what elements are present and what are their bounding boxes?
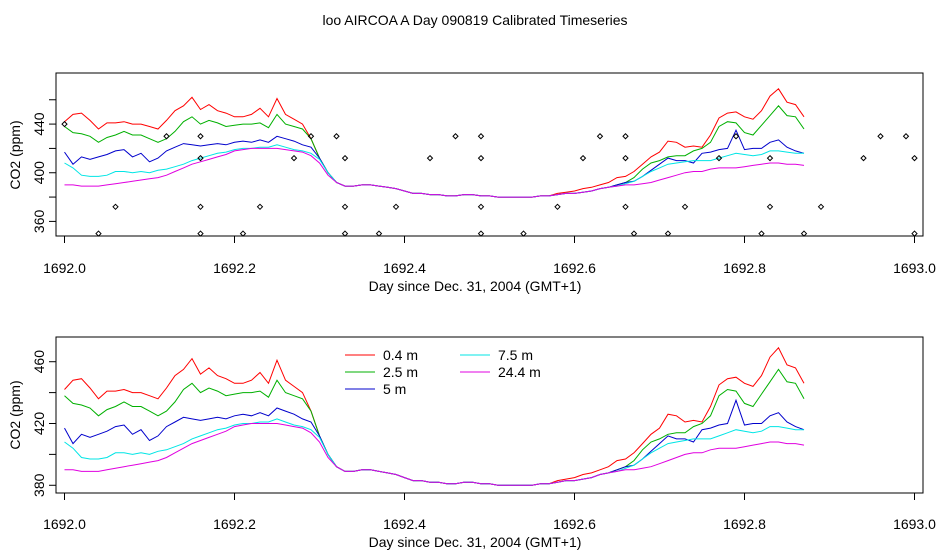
flag-point	[579, 154, 587, 162]
x-tick-label: 1692.8	[723, 260, 766, 276]
flag-point	[715, 154, 723, 162]
top-flag-points	[61, 120, 918, 237]
bottom-panel: 1692.0 1692.2 1692.4 1692.6 1692.8 1693.0 380 4…	[7, 336, 936, 550]
bottom-axes: 1692.0 1692.2 1692.4 1692.6 1692.8 1693.0 380 4…	[31, 350, 936, 532]
top-x-axis-label: Day since Dec. 31, 2004 (GMT+1)	[369, 278, 582, 294]
flag-point	[95, 230, 102, 237]
top-panel: 1692.0 1692.2 1692.4 1692.6 1692.8 1693.0 360 4…	[7, 72, 936, 294]
figure-title: loo AIRCOA A Day 090819 Calibrated Times…	[322, 12, 627, 28]
y-tick-label: 420	[31, 412, 47, 436]
top-axes: 1692.0 1692.2 1692.4 1692.6 1692.8 1693.0 360 4…	[31, 99, 936, 276]
flag-point	[477, 154, 485, 162]
y-tick-label: 360	[31, 210, 47, 234]
flag-point	[664, 230, 672, 237]
flag-point	[290, 154, 298, 162]
series-line-2-5-m	[64, 105, 805, 198]
flag-point	[817, 203, 825, 211]
legend-label: 24.4 m	[498, 364, 541, 380]
flag-point	[732, 133, 740, 140]
flag-point	[758, 230, 765, 237]
flag-point	[911, 230, 918, 237]
flag-point	[197, 154, 204, 162]
x-tick-label: 1693.0	[893, 516, 936, 532]
x-tick-label: 1692.8	[723, 516, 766, 532]
flag-point	[622, 203, 629, 211]
bottom-series-group	[64, 346, 805, 486]
flag-point	[197, 230, 204, 237]
flag-point	[911, 154, 918, 162]
flag-point	[375, 230, 383, 237]
series-line-0-4-m	[64, 346, 805, 486]
top-series-group	[64, 88, 805, 198]
flag-point	[341, 203, 349, 211]
flag-point	[256, 203, 264, 211]
bottom-legend: 0.4 m2.5 m5 m 7.5 m24.4 m	[345, 347, 541, 397]
flag-point	[61, 120, 68, 128]
x-tick-label: 1692.2	[213, 516, 256, 532]
flag-point	[520, 230, 527, 237]
legend-label: 2.5 m	[383, 364, 418, 380]
x-tick-label: 1692.0	[43, 516, 86, 532]
flag-point	[239, 230, 247, 237]
flag-point	[197, 133, 204, 140]
series-line-5-m	[64, 398, 805, 486]
flag-point	[307, 133, 315, 140]
top-plot-frame	[55, 72, 924, 237]
legend-label: 0.4 m	[383, 347, 418, 363]
flag-point	[800, 230, 808, 237]
x-tick-label: 1692.6	[553, 260, 596, 276]
flag-point	[341, 230, 349, 237]
flag-point	[392, 203, 400, 211]
flag-point	[877, 133, 884, 140]
y-tick-label: 440	[31, 112, 47, 136]
x-tick-label: 1692.4	[383, 260, 426, 276]
flag-point	[766, 154, 774, 162]
flag-point	[477, 230, 485, 237]
flag-point	[622, 154, 629, 162]
x-tick-label: 1692.4	[383, 516, 426, 532]
x-tick-label: 1692.6	[553, 516, 596, 532]
flag-point	[622, 133, 629, 140]
x-tick-label: 1692.0	[43, 260, 86, 276]
flag-point	[902, 133, 910, 140]
flag-point	[163, 133, 170, 140]
series-line-5-m	[64, 128, 805, 198]
flag-point	[681, 203, 689, 211]
flag-point	[426, 154, 434, 162]
series-line-0-4-m	[64, 88, 805, 198]
flag-point	[477, 203, 485, 211]
bottom-plot-frame	[55, 336, 924, 494]
flag-point	[333, 133, 340, 140]
legend-label: 5 m	[383, 381, 406, 397]
flag-point	[197, 203, 204, 211]
legend-label: 7.5 m	[498, 347, 533, 363]
series-line-24-4-m	[64, 147, 805, 198]
flag-point	[341, 154, 349, 162]
y-tick-label: 400	[31, 161, 47, 185]
top-y-axis-label: CO2 (ppm)	[7, 120, 23, 189]
series-line-2-5-m	[64, 368, 805, 486]
flag-point	[112, 203, 119, 211]
flag-point	[554, 203, 561, 211]
bottom-y-axis-label: CO2 (ppm)	[7, 380, 23, 449]
flag-point	[596, 133, 604, 140]
flag-point	[630, 230, 638, 237]
series-line-24-4-m	[64, 423, 805, 486]
flag-point	[452, 133, 459, 140]
x-tick-label: 1693.0	[893, 260, 936, 276]
flag-point	[477, 133, 485, 140]
flag-point	[766, 203, 774, 211]
y-tick-label: 380	[31, 473, 47, 497]
bottom-x-axis-label: Day since Dec. 31, 2004 (GMT+1)	[369, 534, 582, 550]
flag-point	[860, 154, 867, 162]
y-tick-label: 460	[31, 350, 47, 374]
x-tick-label: 1692.2	[213, 260, 256, 276]
